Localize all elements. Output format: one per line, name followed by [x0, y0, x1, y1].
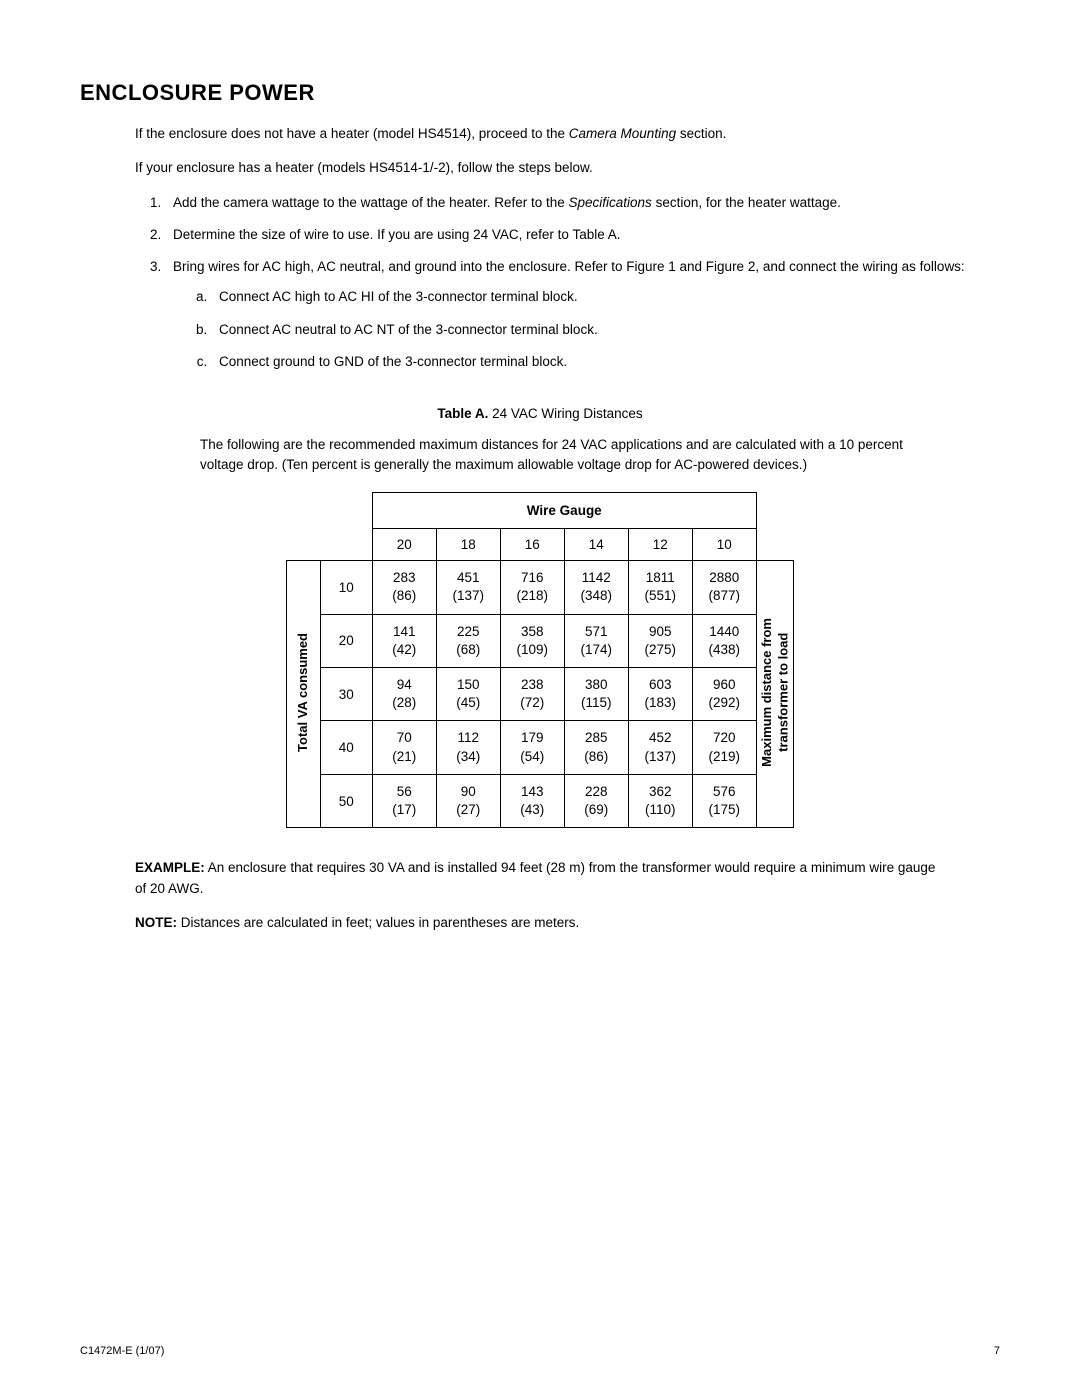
distance-cell: 70(21) — [372, 721, 436, 774]
note-label: NOTE: — [135, 915, 177, 930]
gauge-col: 14 — [564, 529, 628, 561]
note-text: Distances are calculated in feet; values… — [177, 915, 579, 930]
distance-cell: 179(54) — [500, 721, 564, 774]
va-row: 50 — [320, 774, 372, 827]
section-heading: ENCLOSURE POWER — [80, 80, 1000, 106]
distance-cell: 1811(551) — [628, 561, 692, 614]
distance-cell: 1440(438) — [692, 614, 756, 667]
distance-cell: 716(218) — [500, 561, 564, 614]
va-row: 40 — [320, 721, 372, 774]
distance-cell: 225(68) — [436, 614, 500, 667]
distance-cell: 285(86) — [564, 721, 628, 774]
table-label: Table A. — [437, 406, 488, 421]
distance-cell: 720(219) — [692, 721, 756, 774]
page-footer: C1472M-E (1/07) 7 — [80, 1345, 1000, 1357]
specifications-ref: Specifications — [569, 195, 652, 210]
distance-cell: 452(137) — [628, 721, 692, 774]
va-row: 10 — [320, 561, 372, 614]
table-title: 24 VAC Wiring Distances — [488, 406, 642, 421]
rot-text: Maximum distance from transformer to loa… — [757, 612, 794, 773]
footer-doc-id: C1472M-E (1/07) — [80, 1345, 164, 1357]
example-label: EXAMPLE: — [135, 860, 205, 875]
distance-cell: 358(109) — [500, 614, 564, 667]
table-caption: Table A. 24 VAC Wiring Distances — [80, 406, 1000, 421]
distance-cell: 380(115) — [564, 668, 628, 721]
distance-cell: 112(34) — [436, 721, 500, 774]
text: section. — [676, 126, 726, 141]
distance-cell: 451(137) — [436, 561, 500, 614]
example-text: An enclosure that requires 30 VA and is … — [135, 860, 935, 895]
distance-cell: 238(72) — [500, 668, 564, 721]
intro-paragraph-1: If the enclosure does not have a heater … — [135, 124, 1000, 144]
blank-corner — [286, 493, 372, 561]
note-paragraph: NOTE: Distances are calculated in feet; … — [135, 913, 940, 933]
step-2: Determine the size of wire to use. If yo… — [165, 225, 1000, 245]
table-intro-text: The following are the recommended maximu… — [200, 435, 940, 474]
distance-cell: 603(183) — [628, 668, 692, 721]
distance-cell: 94(28) — [372, 668, 436, 721]
step-3c: Connect ground to GND of the 3-connector… — [211, 352, 1000, 372]
max-distance-label: Maximum distance from transformer to loa… — [756, 561, 794, 828]
distance-cell: 90(27) — [436, 774, 500, 827]
distance-cell: 571(174) — [564, 614, 628, 667]
footer-page-number: 7 — [994, 1345, 1000, 1357]
distance-cell: 905(275) — [628, 614, 692, 667]
substeps-list: Connect AC high to AC HI of the 3-connec… — [173, 287, 1000, 372]
text: Add the camera wattage to the wattage of… — [173, 195, 569, 210]
gauge-col: 10 — [692, 529, 756, 561]
wiring-table-wrap: Wire Gauge 20 18 16 14 12 10 Total VA co… — [80, 492, 1000, 828]
camera-mounting-ref: Camera Mounting — [569, 126, 676, 141]
step-1: Add the camera wattage to the wattage of… — [165, 193, 1000, 213]
step-3a: Connect AC high to AC HI of the 3-connec… — [211, 287, 1000, 307]
text: If the enclosure does not have a heater … — [135, 126, 569, 141]
distance-cell: 141(42) — [372, 614, 436, 667]
text: section, for the heater wattage. — [652, 195, 841, 210]
gauge-col: 16 — [500, 529, 564, 561]
step-3: Bring wires for AC high, AC neutral, and… — [165, 257, 1000, 372]
distance-cell: 228(69) — [564, 774, 628, 827]
va-row: 20 — [320, 614, 372, 667]
intro-paragraph-2: If your enclosure has a heater (models H… — [135, 158, 1000, 178]
text: Bring wires for AC high, AC neutral, and… — [173, 259, 965, 274]
gauge-col: 18 — [436, 529, 500, 561]
distance-cell: 2880(877) — [692, 561, 756, 614]
va-row: 30 — [320, 668, 372, 721]
rot-line1: Maximum distance from — [759, 618, 774, 767]
rot-text: Total VA consumed — [293, 627, 313, 758]
step-3b: Connect AC neutral to AC NT of the 3-con… — [211, 320, 1000, 340]
distance-cell: 150(45) — [436, 668, 500, 721]
distance-cell: 362(110) — [628, 774, 692, 827]
distance-cell: 143(43) — [500, 774, 564, 827]
distance-cell: 576(175) — [692, 774, 756, 827]
body-content: If the enclosure does not have a heater … — [135, 124, 1000, 372]
distance-cell: 283(86) — [372, 561, 436, 614]
distance-cell: 960(292) — [692, 668, 756, 721]
example-paragraph: EXAMPLE: An enclosure that requires 30 V… — [135, 858, 940, 899]
distance-cell: 56(17) — [372, 774, 436, 827]
steps-list: Add the camera wattage to the wattage of… — [135, 193, 1000, 373]
va-consumed-label: Total VA consumed — [286, 561, 320, 828]
wiring-distance-table: Wire Gauge 20 18 16 14 12 10 Total VA co… — [286, 492, 795, 828]
rot-line2: transformer to load — [775, 633, 790, 752]
gauge-col: 12 — [628, 529, 692, 561]
gauge-col: 20 — [372, 529, 436, 561]
blank-corner-right — [756, 493, 794, 561]
wire-gauge-header: Wire Gauge — [372, 493, 756, 529]
distance-cell: 1142(348) — [564, 561, 628, 614]
